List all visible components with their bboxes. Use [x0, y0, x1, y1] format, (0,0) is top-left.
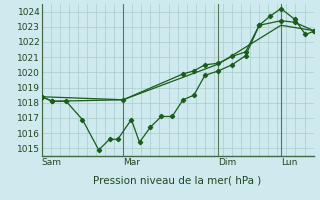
Text: Lun: Lun — [281, 158, 297, 167]
Text: Dim: Dim — [219, 158, 237, 167]
Text: Mar: Mar — [123, 158, 140, 167]
Text: Sam: Sam — [42, 158, 61, 167]
X-axis label: Pression niveau de la mer( hPa ): Pression niveau de la mer( hPa ) — [93, 175, 262, 185]
